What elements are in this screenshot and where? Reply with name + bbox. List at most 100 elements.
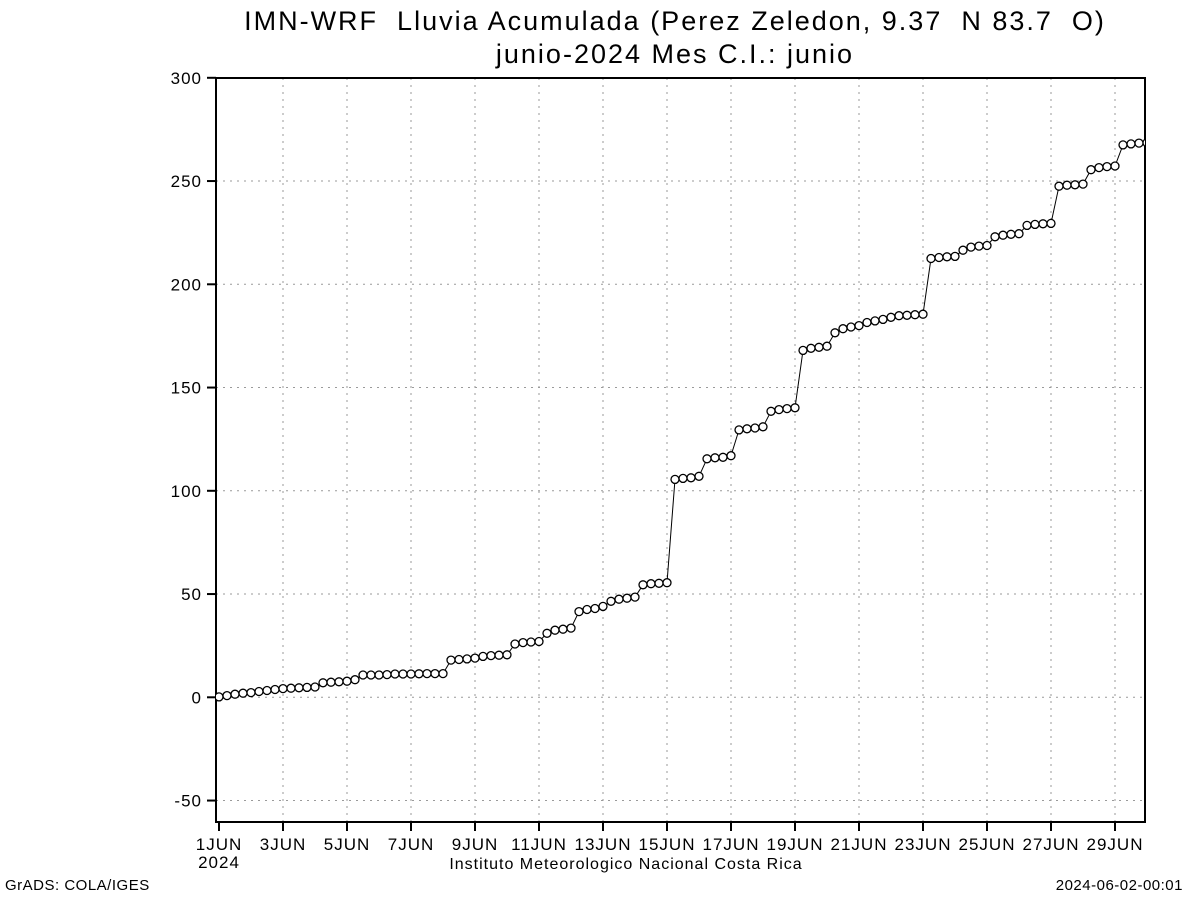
data-point-marker	[254, 686, 264, 697]
data-point-marker	[534, 636, 544, 647]
data-point-marker	[1022, 220, 1032, 231]
x-tick-label: 27JUN	[1023, 835, 1080, 854]
data-point-marker	[1046, 218, 1056, 229]
data-point-marker	[1086, 165, 1096, 175]
data-point-marker	[574, 606, 584, 617]
data-point-marker	[758, 422, 768, 432]
data-point-marker	[670, 474, 680, 485]
data-point-marker	[238, 688, 248, 698]
x-tick-label: 9JUN	[452, 835, 499, 854]
data-point-marker	[518, 637, 528, 648]
grads-credit-label: GrADS: COLA/IGES	[5, 877, 150, 894]
data-point-marker	[934, 252, 944, 263]
data-point-marker	[998, 230, 1008, 240]
data-point-marker	[216, 692, 224, 702]
data-point-marker	[582, 604, 592, 615]
data-point-marker	[278, 683, 288, 694]
data-point-marker	[1014, 229, 1024, 239]
x-tick-label: 7JUN	[388, 835, 435, 854]
data-point-marker	[950, 251, 960, 262]
data-point-marker	[230, 689, 240, 699]
data-point-marker	[1134, 138, 1144, 148]
data-point-marker	[1054, 181, 1064, 191]
data-point-marker	[1094, 162, 1104, 173]
data-point-marker	[326, 677, 336, 687]
data-point-marker	[366, 670, 376, 680]
x-tick-label: 1JUN	[196, 835, 243, 854]
y-tick-label: 300	[171, 69, 202, 88]
data-point-marker	[686, 473, 696, 483]
data-point-marker	[790, 403, 800, 413]
data-point-marker	[798, 345, 808, 356]
data-point-marker	[542, 628, 552, 638]
x-tick-label: 29JUN	[1087, 835, 1144, 854]
data-point-marker	[1070, 180, 1080, 190]
data-point-marker	[846, 322, 856, 332]
data-point-marker	[558, 624, 568, 634]
data-point-marker	[974, 241, 984, 251]
x-tick-label: 13JUN	[575, 835, 632, 854]
data-point-marker	[438, 668, 448, 679]
data-point-marker	[398, 669, 408, 679]
data-point-marker	[702, 454, 712, 464]
x-tick-label: 11JUN	[511, 835, 567, 854]
x-tick-label: 17JUN	[703, 835, 760, 854]
data-point-marker	[478, 651, 488, 662]
data-point-marker	[638, 580, 648, 590]
y-tick-label: 250	[171, 172, 202, 191]
data-point-marker	[766, 406, 776, 416]
x-tick-sublabel: 2024	[198, 853, 240, 872]
data-point-marker	[902, 310, 912, 320]
data-point-marker	[222, 690, 232, 701]
data-line	[218, 142, 1145, 698]
data-point-marker	[926, 253, 936, 264]
series-group	[216, 138, 1145, 702]
data-point-marker	[454, 654, 464, 665]
data-point-marker	[750, 423, 760, 433]
data-point-marker	[718, 452, 728, 462]
x-tick-label: 21JUN	[831, 835, 888, 854]
data-point-marker	[1110, 161, 1120, 171]
x-tick-label: 25JUN	[959, 835, 1016, 854]
data-point-marker	[446, 655, 456, 665]
data-point-marker	[294, 683, 304, 693]
data-point-marker	[982, 240, 992, 251]
data-point-marker	[886, 312, 896, 322]
data-point-marker	[910, 310, 920, 320]
data-point-marker	[486, 650, 496, 661]
data-point-marker	[406, 669, 416, 679]
data-point-marker	[966, 242, 976, 252]
data-point-marker	[382, 669, 392, 680]
y-tick-label: 200	[171, 275, 202, 294]
data-point-marker	[774, 404, 784, 415]
data-point-marker	[726, 451, 736, 461]
data-point-marker	[462, 654, 472, 664]
data-point-marker	[262, 685, 272, 696]
data-point-marker	[286, 683, 296, 693]
y-tick-label: 100	[171, 482, 202, 501]
data-point-marker	[862, 317, 872, 328]
data-point-marker	[1118, 140, 1128, 150]
data-point-marker	[494, 650, 504, 660]
data-point-marker	[646, 579, 656, 589]
x-axis-caption: Instituto Meteorologico Nacional Costa R…	[449, 856, 803, 873]
data-point-marker	[734, 425, 744, 435]
data-point-marker	[470, 653, 480, 663]
data-point-marker	[334, 677, 344, 687]
data-point-marker	[742, 424, 752, 434]
data-point-marker	[830, 328, 840, 338]
data-point-marker	[590, 603, 600, 614]
data-point-marker	[414, 669, 424, 679]
data-point-marker	[1142, 138, 1145, 147]
data-point-marker	[502, 650, 512, 660]
data-point-marker	[806, 343, 816, 353]
data-point-marker	[1078, 179, 1088, 189]
data-point-marker	[662, 578, 672, 588]
data-point-marker	[942, 252, 952, 262]
data-point-marker	[1062, 180, 1072, 190]
data-point-marker	[990, 232, 1000, 242]
data-point-marker	[1126, 139, 1136, 149]
data-point-marker	[550, 625, 560, 635]
